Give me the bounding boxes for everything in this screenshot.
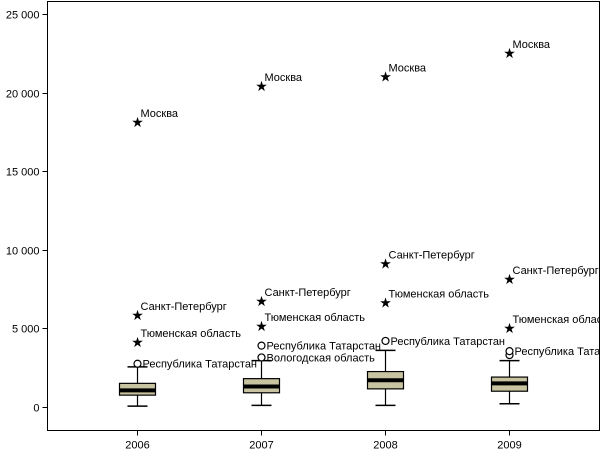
extreme-star-marker: ★ — [379, 256, 392, 272]
x-tick-label: 2007 — [249, 440, 273, 452]
y-tick-label: 10 000 — [6, 246, 40, 258]
extreme-star-marker: ★ — [503, 272, 516, 288]
extreme-label: Санкт-Петербург — [389, 249, 475, 261]
x-axis: 2006 2007 2008 2009 — [125, 430, 522, 452]
extreme-star-marker: ★ — [379, 296, 392, 312]
outlier-point — [133, 359, 142, 368]
y-tick-label: 20 000 — [6, 89, 40, 101]
extreme-label: Санкт-Петербург — [513, 265, 599, 277]
outlier-point — [381, 336, 390, 346]
extreme-star-marker: ★ — [131, 308, 144, 324]
extreme-label: Тюменская облас — [513, 314, 603, 326]
outlier-point — [505, 347, 514, 356]
extreme-label: Санкт-Петербург — [141, 301, 227, 313]
y-tick-label: 15 000 — [6, 167, 40, 179]
extreme-star-marker: ★ — [131, 335, 144, 351]
plot-area — [47, 1, 600, 431]
y-axis: 0 5 000 10 000 15 000 20 000 25 000 — [6, 10, 48, 415]
extreme-star-marker: ★ — [503, 46, 516, 62]
extreme-star-marker: ★ — [131, 115, 144, 131]
outlier-label: Республика Татарстан — [267, 341, 382, 353]
outlier-label: Республика Татарстан — [391, 336, 506, 348]
y-tick-label: 25 000 — [6, 10, 40, 22]
extreme-label: Санкт-Петербург — [265, 287, 351, 299]
extreme-star-marker: ★ — [255, 294, 268, 310]
extreme-label: Тюменская область — [265, 312, 366, 324]
extreme-star-marker: ★ — [255, 79, 268, 95]
outlier-label: Вологодская область — [267, 352, 376, 364]
extreme-star-marker: ★ — [379, 69, 392, 85]
extreme-label: Москва — [389, 62, 427, 74]
y-tick-label: 5 000 — [12, 324, 40, 336]
x-tick-label: 2009 — [497, 440, 521, 452]
plot-marks: ★Москва★Санкт-Петербург★Тюменская област… — [118, 39, 604, 407]
outlier-point — [257, 341, 266, 350]
extreme-label: Тюменская область — [389, 289, 490, 301]
outlier-label: Республика Татарстан — [143, 359, 258, 371]
x-tick-label: 2006 — [125, 440, 149, 452]
y-tick-label: 0 — [33, 403, 39, 415]
extreme-star-marker: ★ — [503, 321, 516, 337]
x-tick-label: 2008 — [373, 440, 397, 452]
extreme-star-marker: ★ — [255, 319, 268, 335]
extreme-label: Москва — [265, 72, 303, 84]
extreme-label: Москва — [513, 39, 551, 51]
outlier-label: Республика Татар — [515, 346, 604, 358]
outlier-point — [257, 353, 266, 362]
extreme-label: Москва — [141, 108, 179, 120]
extreme-label: Тюменская область — [141, 328, 242, 340]
